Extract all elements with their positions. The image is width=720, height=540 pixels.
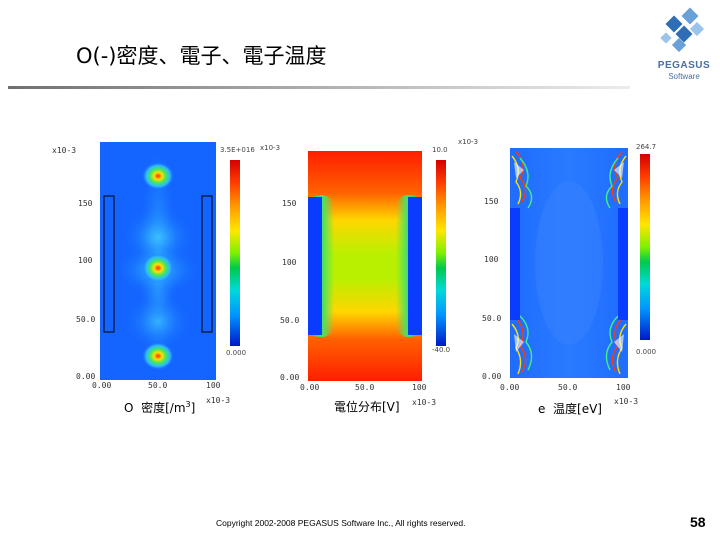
y-tick: 100: [282, 258, 297, 267]
company-logo: PEGASUS Software: [654, 6, 714, 81]
y-tick: 0.00: [76, 372, 96, 381]
logo-sub: Software: [668, 72, 700, 81]
caption-close: ]: [190, 401, 196, 415]
title-rule: [8, 86, 630, 89]
caption-prefix: e: [538, 402, 546, 416]
y-tick: 150: [484, 197, 499, 206]
caption-text: 密度[/m: [141, 401, 186, 415]
x-tick: 100: [412, 383, 427, 392]
x-exponent: x10-3: [412, 398, 437, 407]
plot-caption: 電位分布[V]: [334, 398, 400, 415]
plot-caption: O 密度[/m3]: [124, 399, 195, 416]
caption-text: 電位分布[V]: [334, 400, 400, 414]
colorbar-max: 10.0: [432, 146, 448, 154]
x-tick: 100: [206, 381, 221, 390]
temperature-field: [510, 148, 628, 378]
y-tick: 50.0: [482, 314, 502, 323]
caption-prefix: O: [124, 401, 134, 415]
colorbar-max-exponent: x10-3: [458, 138, 479, 146]
y-exponent: x10-3: [52, 146, 77, 155]
y-tick: 50.0: [280, 316, 300, 325]
x-tick: 100: [616, 383, 631, 392]
x-tick: 0.00: [300, 383, 320, 392]
colorbar-min: -40.0: [432, 346, 451, 354]
colorbar-min: 0.000: [636, 348, 657, 356]
colorbar: [230, 160, 240, 346]
page-number: 58: [690, 514, 706, 530]
colorbar-max-exponent: x10-3: [260, 144, 281, 152]
y-tick: 100: [78, 256, 93, 265]
colorbar-max: 264.7: [636, 143, 657, 151]
colorbar-max: 3.5E+016: [220, 146, 255, 154]
density-field: [100, 142, 216, 380]
x-tick: 50.0: [355, 383, 375, 392]
y-tick: 0.00: [280, 373, 300, 382]
pegasus-logo-icon: [660, 7, 705, 53]
caption-text: 温度[eV]: [553, 402, 602, 416]
y-tick: 50.0: [76, 315, 96, 324]
logo-name: PEGASUS: [657, 60, 711, 71]
x-tick: 0.00: [92, 381, 112, 390]
x-exponent: x10-3: [206, 396, 231, 405]
x-tick: 50.0: [558, 383, 578, 392]
x-tick: 50.0: [148, 381, 168, 390]
y-tick: 150: [282, 199, 297, 208]
y-tick: 0.00: [482, 372, 502, 381]
potential-field: [308, 151, 422, 381]
slide-title: O(-)密度、電子、電子温度: [76, 44, 327, 68]
colorbar-min: 0.000: [226, 349, 247, 357]
plot-caption: e 温度[eV]: [538, 400, 602, 417]
caption-sup: 3: [185, 400, 191, 409]
x-tick: 0.00: [500, 383, 520, 392]
colorbar: [436, 160, 446, 346]
x-exponent: x10-3: [614, 397, 639, 406]
y-tick: 150: [78, 199, 93, 208]
copyright-footer: Copyright 2002-2008 PEGASUS Software Inc…: [216, 518, 466, 528]
y-tick: 100: [484, 255, 499, 264]
colorbar: [640, 154, 650, 340]
